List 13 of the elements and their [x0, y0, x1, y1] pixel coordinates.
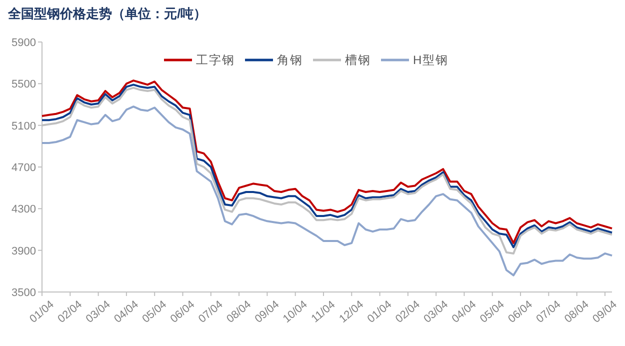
y-tick-label: 5100 — [12, 120, 36, 132]
legend-label: 槽钢 — [345, 53, 371, 67]
y-tick-label: 3500 — [12, 287, 36, 299]
y-tick-label: 4300 — [12, 204, 36, 216]
y-tick-label: 3900 — [12, 245, 36, 258]
chart-title: 全国型钢价格走势（单位：元/吨） — [7, 6, 207, 21]
y-tick-label: 5900 — [12, 37, 36, 49]
legend-label: 工字钢 — [196, 53, 235, 67]
y-tick-label: 4700 — [12, 162, 36, 174]
y-tick-label: 5500 — [12, 78, 36, 91]
legend-label: 角钢 — [277, 53, 303, 67]
line-series — [41, 106, 613, 276]
legend-label: H型钢 — [413, 53, 449, 67]
